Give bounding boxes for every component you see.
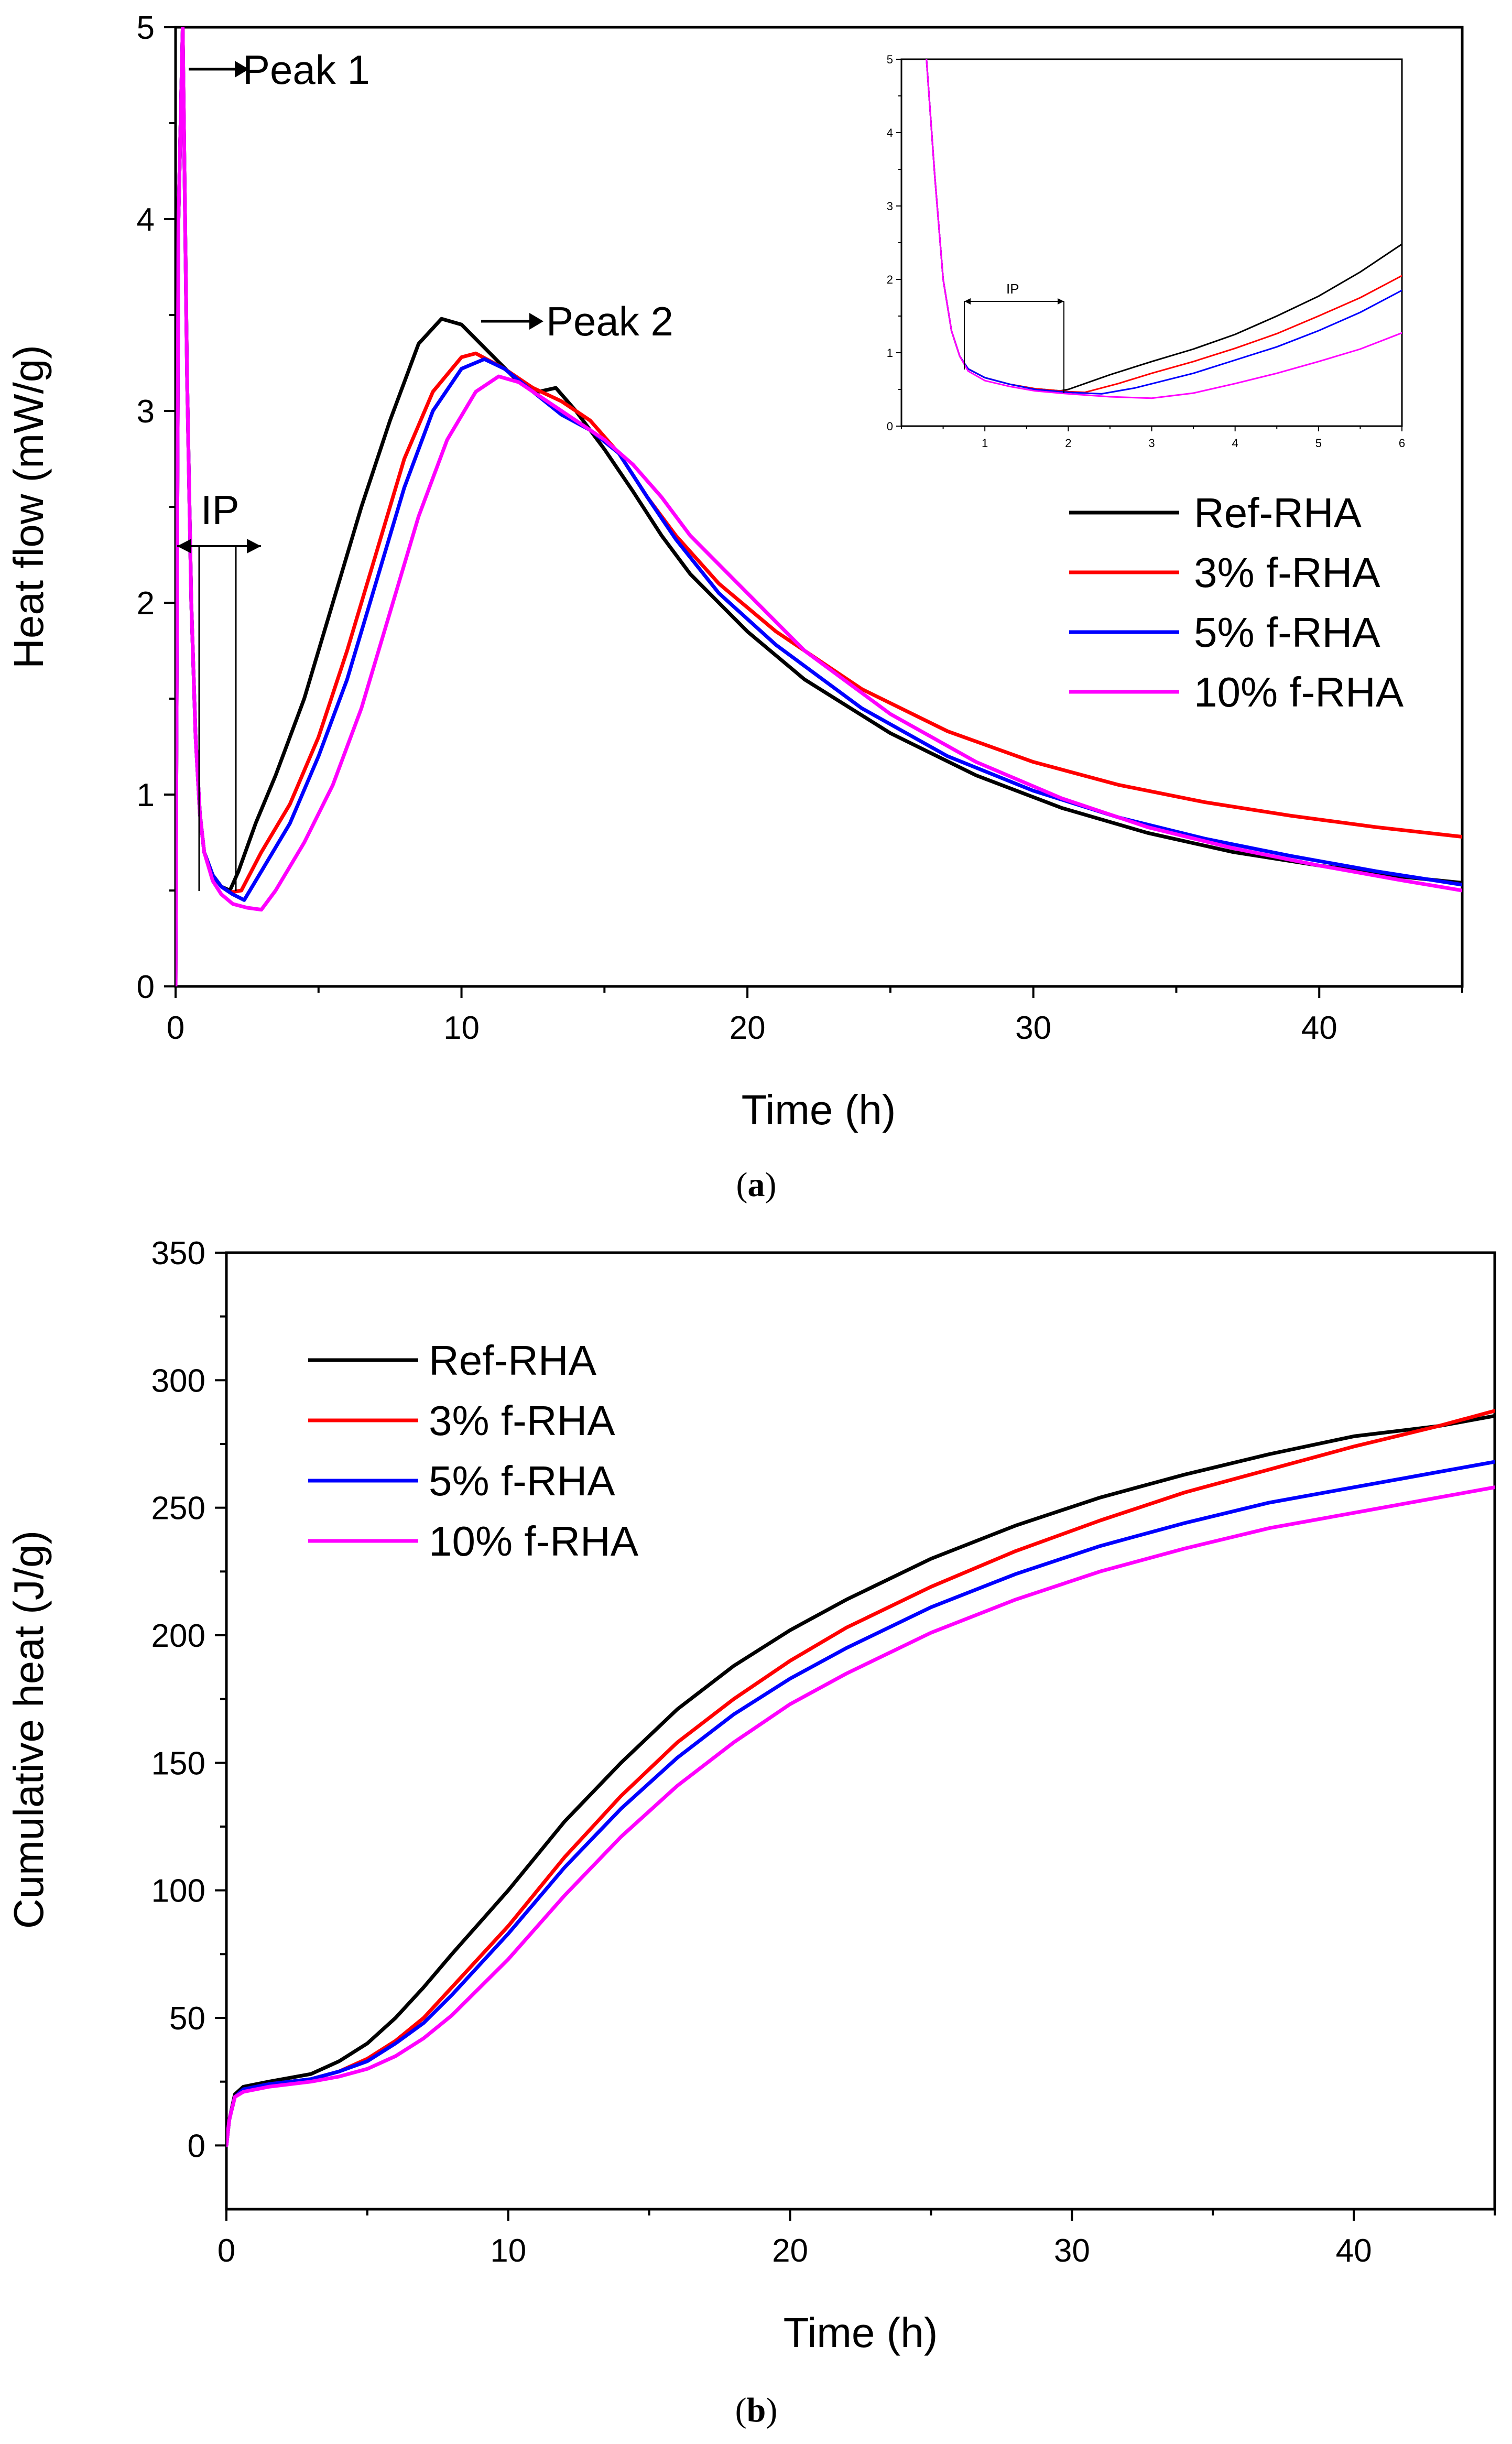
ip-label: IP (201, 487, 240, 533)
b-xtick-label-20: 20 (772, 2233, 808, 2269)
panel-a-caption-close: ) (765, 1166, 777, 1204)
peak2-arrow-head (529, 313, 543, 330)
b-series-5pct-f-rha (226, 1460, 1495, 2147)
ip-arrow-right-head (247, 539, 261, 553)
inset-ytick-label-3: 3 (887, 200, 893, 213)
b-xtick-label-30: 30 (1054, 2233, 1090, 2269)
legend-b-item-3pct: 3% f-RHA (308, 1397, 615, 1444)
a-xtick-label-30: 30 (1015, 1010, 1051, 1046)
panel-a: 0 10 20 30 40 0 1 2 3 4 5 Peak 1 Peak 2 IP 1 2 3 4 5 6 0… (5, 10, 1464, 1204)
panel-a-caption-letter: a (748, 1166, 765, 1204)
panel-b-frame (225, 1251, 1496, 2211)
b-ytick-label-300: 300 (151, 1363, 205, 1399)
inset-ytick-label-5: 5 (887, 53, 893, 66)
b-series-10pct-f-rha (226, 1485, 1495, 2147)
legend-b-item-10pct: 10% f-RHA (308, 1518, 639, 1565)
legend-a-item-3pct: 3% f-RHA (1069, 549, 1380, 596)
legend-b-label-5pct: 5% f-RHA (429, 1458, 615, 1504)
legend-b-item-5pct: 5% f-RHA (308, 1458, 615, 1504)
peak1-annotation: Peak 1 (189, 47, 370, 93)
inset-series-group (926, 59, 1402, 399)
legend-a-label-3pct: 3% f-RHA (1194, 549, 1380, 596)
peak1-label: Peak 1 (243, 47, 370, 93)
a-xtick-label-40: 40 (1301, 1010, 1337, 1046)
inset-xtick-label-4: 4 (1232, 437, 1238, 450)
inset-ip-label: IP (1006, 281, 1019, 297)
a-ytick-label-0: 0 (137, 969, 155, 1005)
b-ytick-label-150: 150 (151, 1745, 205, 1782)
inset-series-10pct-f-rha (926, 59, 1402, 399)
inset-xtick-label-2: 2 (1065, 437, 1071, 450)
panel-b: 0 10 20 30 40 0 50 100 150 200 250 300 350 Ref-RHA 3… (5, 1235, 1496, 2429)
legend-a-item-10pct: 10% f-RHA (1069, 669, 1404, 715)
legend-b-label-10pct: 10% f-RHA (429, 1518, 639, 1565)
panel-a-series-group (176, 27, 1462, 986)
legend-b-label-3pct: 3% f-RHA (429, 1397, 615, 1444)
panel-b-caption: (b) (735, 2391, 778, 2429)
legend-b-item-ref: Ref-RHA (308, 1337, 597, 1384)
panel-b-xlabel: Time (h) (784, 2309, 938, 2356)
panel-b-ticks: 0 10 20 30 40 0 50 100 150 200 250 300 350 (151, 1235, 1496, 2269)
legend-a-label-5pct: 5% f-RHA (1194, 609, 1380, 656)
panel-a-legend: Ref-RHA 3% f-RHA 5% f-RHA 10% f-RHA (1069, 490, 1404, 715)
b-xtick-label-0: 0 (217, 2233, 235, 2269)
legend-b-label-ref: Ref-RHA (429, 1337, 597, 1384)
b-xtick-label-40: 40 (1336, 2233, 1372, 2269)
panel-b-caption-letter: b (747, 2391, 766, 2429)
panel-b-series-group (226, 1409, 1495, 2147)
panel-b-ylabel: Cumulative heat (J/g) (5, 1530, 52, 1929)
b-ytick-label-200: 200 (151, 1618, 205, 1654)
panel-a-plot-area (174, 26, 1464, 988)
a-xtick-label-20: 20 (730, 1010, 766, 1046)
b-ytick-label-250: 250 (151, 1491, 205, 1527)
panel-b-plot-area (225, 1251, 1496, 2211)
inset-xtick-label-3: 3 (1148, 437, 1155, 450)
a-ytick-label-5: 5 (137, 10, 155, 46)
a-ytick-label-1: 1 (137, 777, 155, 813)
b-ytick-label-100: 100 (151, 1873, 205, 1909)
inset-xtick-label-1: 1 (982, 437, 988, 450)
panel-a-ylabel: Heat flow (mW/g) (5, 345, 52, 669)
a-ytick-label-2: 2 (137, 585, 155, 622)
a-series-10pct-f-rha (176, 27, 1462, 986)
legend-a-label-ref: Ref-RHA (1194, 490, 1362, 536)
b-xtick-label-10: 10 (490, 2233, 526, 2269)
legend-a-item-ref: Ref-RHA (1069, 490, 1362, 536)
inset-ytick-label-0: 0 (887, 420, 893, 433)
a-xtick-label-0: 0 (167, 1010, 184, 1046)
panel-a-xlabel: Time (h) (742, 1087, 896, 1133)
inset-ip-annotation: IP (964, 281, 1064, 393)
b-series-ref-rha (226, 1414, 1495, 2147)
inset-frame (900, 58, 1403, 427)
peak1-arrow-head (235, 61, 249, 78)
inset-xtick-label-6: 6 (1399, 437, 1405, 450)
panel-b-caption-open: ( (735, 2391, 747, 2429)
panel-a-caption: (a) (736, 1166, 777, 1204)
panel-a-caption-open: ( (736, 1166, 748, 1204)
panel-b-caption-close: ) (766, 2391, 777, 2429)
ip-arrow-left-head (177, 539, 191, 553)
a-ytick-label-3: 3 (137, 394, 155, 430)
inset-ticks: 1 2 3 4 5 6 0 1 2 3 4 5 (887, 53, 1405, 450)
legend-a-item-5pct: 5% f-RHA (1069, 609, 1380, 656)
b-ytick-label-350: 350 (151, 1235, 205, 1272)
inset-ytick-label-2: 2 (887, 273, 893, 286)
inset-xtick-label-5: 5 (1315, 437, 1322, 450)
panel-b-legend: Ref-RHA 3% f-RHA 5% f-RHA 10% f-RHA (308, 1337, 639, 1565)
inset-ytick-label-1: 1 (887, 346, 893, 360)
peak2-label: Peak 2 (546, 298, 673, 344)
b-ytick-label-50: 50 (169, 2001, 205, 2037)
peak2-annotation: Peak 2 (481, 298, 673, 344)
inset-ip-arrow-left (964, 298, 971, 305)
b-ytick-label-0: 0 (188, 2128, 205, 2164)
inset-ip-arrow-right (1058, 298, 1064, 305)
inset-ytick-label-4: 4 (887, 126, 893, 139)
ip-annotation: IP (177, 487, 261, 891)
legend-a-label-10pct: 10% f-RHA (1194, 669, 1404, 715)
a-ytick-label-4: 4 (137, 202, 155, 238)
inset-chart: 1 2 3 4 5 6 0 1 2 3 4 5 IP (887, 53, 1405, 450)
a-xtick-label-10: 10 (443, 1010, 480, 1046)
